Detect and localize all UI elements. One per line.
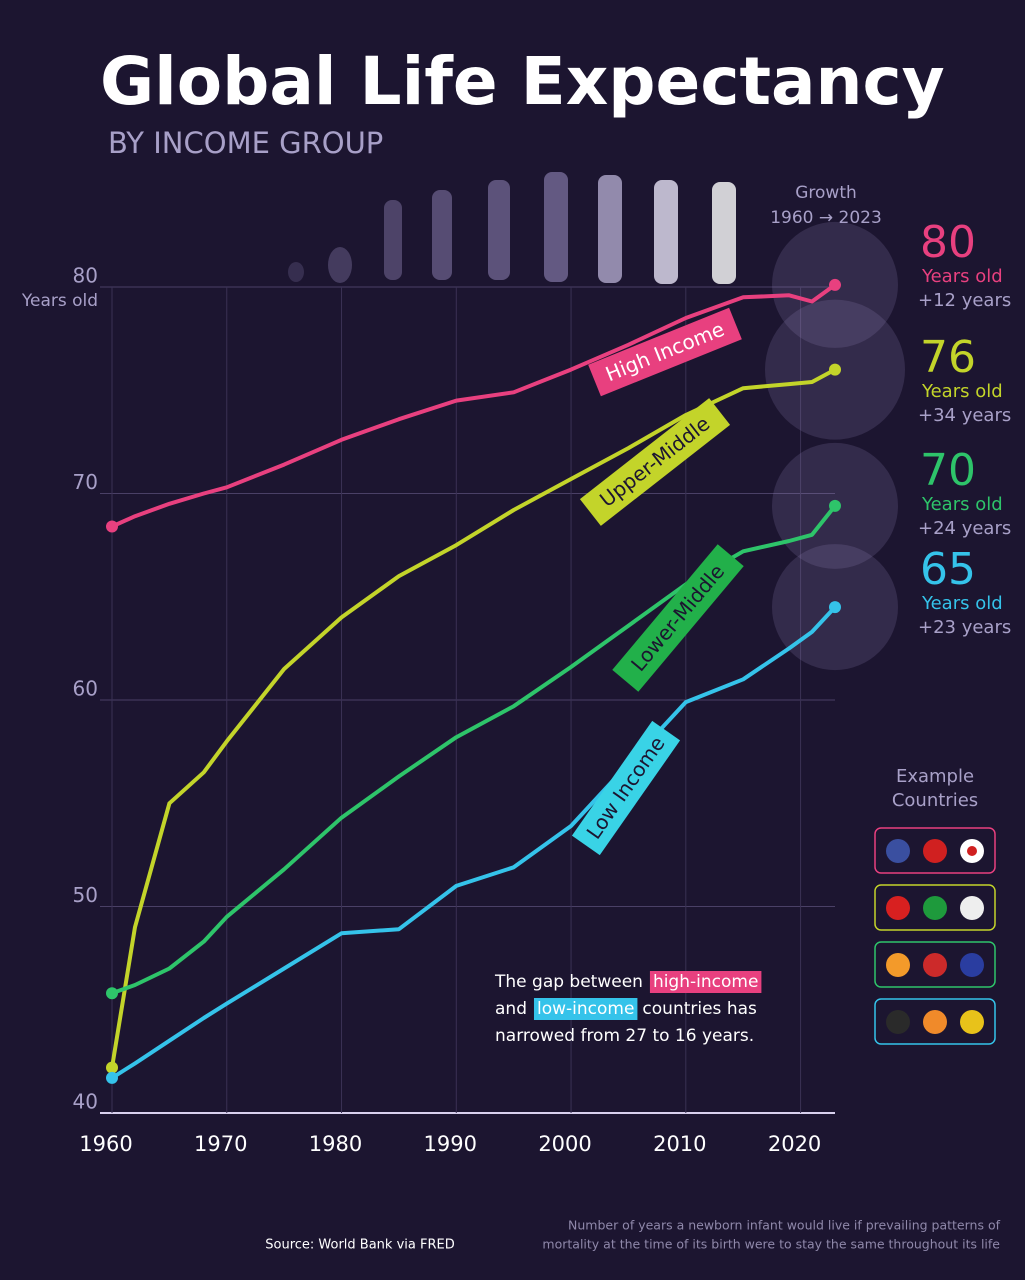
countries-title: Countries xyxy=(892,790,978,811)
subtitle: BY INCOME GROUP xyxy=(108,126,383,160)
x-tick-label: 1960 xyxy=(79,1132,132,1156)
note-text: high-income xyxy=(653,972,758,992)
series-line xyxy=(110,282,837,529)
end-unit: Years old xyxy=(921,381,1003,402)
countries-title: Example xyxy=(896,766,974,787)
note-highlight xyxy=(649,971,762,993)
x-tick-label: 1980 xyxy=(309,1132,362,1156)
series-label-box xyxy=(571,720,681,856)
end-unit: Years old xyxy=(921,593,1003,614)
end-dot xyxy=(106,987,118,1000)
end-growth: +34 years xyxy=(918,405,1011,426)
x-tick-label: 2010 xyxy=(653,1132,706,1156)
end-dot xyxy=(106,1071,118,1084)
series-line xyxy=(110,605,837,1080)
end-dot xyxy=(106,520,118,533)
growth-header: Growth xyxy=(795,183,857,203)
end-dot xyxy=(829,278,841,291)
end-dot xyxy=(106,1061,118,1074)
end-unit: Years old xyxy=(921,266,1003,287)
source: Source: World Bank via FRED xyxy=(265,1238,454,1253)
series-label-box xyxy=(588,307,742,397)
silhouettes xyxy=(288,172,736,284)
footnote: Number of years a newborn infant would l… xyxy=(568,1218,1001,1233)
y-tick-label: 50 xyxy=(73,883,98,907)
x-tick-label: 2020 xyxy=(768,1132,821,1156)
end-dot xyxy=(829,363,841,376)
y-axis-label: Years old xyxy=(21,291,98,311)
series-label-box xyxy=(612,544,744,692)
growth-header: 1960 → 2023 xyxy=(770,208,882,228)
note-text: and xyxy=(495,999,527,1019)
chart-title: Global Life Expectancy xyxy=(100,43,945,120)
x-tick-label: 1990 xyxy=(424,1132,477,1156)
end-value: 76 xyxy=(920,332,976,383)
countries: Example Countries xyxy=(874,766,996,1045)
note-text: The gap between xyxy=(494,972,643,992)
note-highlight xyxy=(533,998,638,1020)
note-text: countries has xyxy=(642,999,757,1019)
end-value: 70 xyxy=(920,445,976,496)
footnote: mortality at the time of its birth were … xyxy=(542,1237,1000,1252)
y-tick-label: 40 xyxy=(73,1090,98,1114)
y-tick-label: 70 xyxy=(73,470,98,494)
series-label-box xyxy=(579,398,731,526)
series-line xyxy=(110,367,837,1070)
end-growth: +24 years xyxy=(918,518,1011,539)
end-growth: +23 years xyxy=(918,617,1011,638)
end-dot xyxy=(829,601,841,614)
series-line xyxy=(110,503,837,996)
x-tick-label: 1970 xyxy=(194,1132,247,1156)
end-value: 80 xyxy=(920,217,976,268)
note-text: narrowed from 27 to 16 years. xyxy=(495,1026,754,1046)
y-tick-label: 80 xyxy=(73,264,98,288)
end-dot xyxy=(829,499,841,512)
x-tick-label: 2000 xyxy=(538,1132,591,1156)
y-tick-label: 60 xyxy=(73,677,98,701)
end-unit: Years old xyxy=(921,494,1003,515)
note-text: low-income xyxy=(537,999,634,1019)
end-growth: +12 years xyxy=(918,290,1011,311)
end-value: 65 xyxy=(920,544,976,595)
